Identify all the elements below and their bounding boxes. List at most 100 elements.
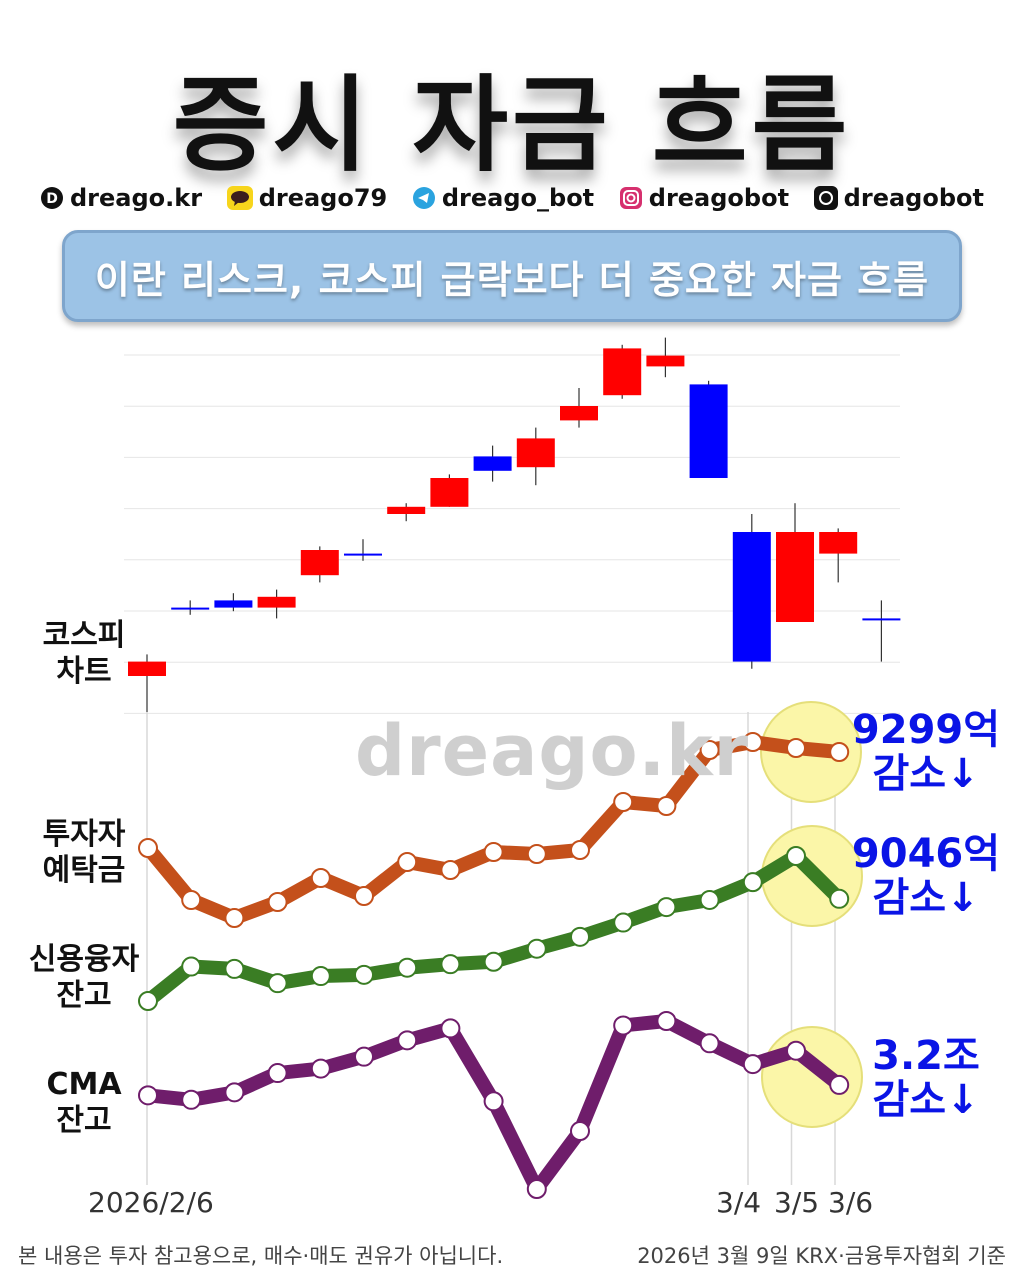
- cma-point: [656, 1011, 677, 1031]
- credit-point: [138, 991, 158, 1011]
- candle-body: [819, 532, 858, 554]
- candle-body: [689, 384, 728, 478]
- candle-body: [344, 553, 382, 556]
- candle-body: [603, 348, 642, 396]
- label-credit: 신용융자 잔고: [28, 942, 140, 1013]
- credit-point: [613, 912, 634, 933]
- candle-body: [214, 600, 253, 608]
- cma-point: [224, 1082, 245, 1103]
- deposit-point: [526, 844, 547, 864]
- social-item-threads[interactable]: dreagobot: [813, 184, 984, 212]
- annotation-deposit: 9299억 감소↓: [851, 707, 1001, 797]
- instagram-icon: [619, 187, 642, 209]
- candle-body: [387, 506, 426, 514]
- credit-point: [181, 956, 202, 977]
- label-kospi: 코스피 차트: [42, 618, 126, 689]
- credit-point: [742, 872, 763, 893]
- deposit-point: [224, 908, 245, 928]
- credit-point: [483, 951, 504, 972]
- disclaimer: 본 내용은 투자 참고용으로, 매수·매도 권유가 아닙니다.: [18, 1244, 504, 1268]
- deposit-point: [699, 740, 720, 760]
- cma-point: [829, 1074, 850, 1095]
- deposit-point: [656, 796, 677, 816]
- credit-point: [526, 938, 547, 959]
- deposit-point: [354, 886, 374, 906]
- page-title: 증시 자금 흐름: [172, 64, 852, 186]
- watermark: dreago.kr: [355, 710, 750, 792]
- candle-body: [430, 478, 469, 507]
- annotation-credit: 9046억 감소↓: [851, 831, 1001, 921]
- cma-point: [267, 1063, 288, 1084]
- date-3-5: 3/5: [774, 1186, 820, 1219]
- credit-point: [786, 846, 806, 866]
- social-item-kakaotalk[interactable]: dreago79: [226, 184, 388, 212]
- kakaotalk-icon: [226, 186, 253, 210]
- candle-body: [300, 550, 339, 576]
- cma-point: [613, 1015, 634, 1036]
- cma-point: [440, 1018, 461, 1039]
- deposit-point: [397, 852, 418, 872]
- candle-body: [560, 406, 598, 421]
- credit-point: [570, 926, 590, 947]
- deposit-point: [483, 842, 504, 862]
- cma-point: [483, 1091, 504, 1112]
- date-3-6: 3/6: [828, 1186, 874, 1219]
- cma-point: [699, 1033, 720, 1054]
- label-deposit: 투자자 예탁금: [42, 817, 126, 888]
- candle-body: [732, 532, 771, 662]
- credit-point: [354, 964, 374, 985]
- annotation-cma: 3.2조 감소↓: [872, 1033, 980, 1123]
- credit-line: [141, 849, 847, 1008]
- social-item-website[interactable]: D dreago.kr: [40, 184, 202, 212]
- label-cma: CMA 잔고: [46, 1067, 122, 1138]
- credit-point: [656, 897, 677, 918]
- cma-point: [181, 1089, 202, 1110]
- kospi-candles: [128, 337, 901, 712]
- source-note: 2026년 3월 9일 KRX·금융투자협회 기준: [637, 1244, 1006, 1268]
- deposit-point: [613, 792, 634, 812]
- deposit-point: [786, 738, 806, 758]
- candle-body: [171, 607, 210, 610]
- dreago-logo-icon: D: [41, 187, 63, 209]
- social-handle: dreago_bot: [441, 184, 595, 212]
- deposit-point: [267, 892, 288, 912]
- headline-banner: 이란 리스크, 코스피 급락보다 더 중요한 자금 흐름: [62, 230, 962, 322]
- credit-point: [310, 966, 331, 987]
- cma-point: [354, 1046, 374, 1067]
- candle-body: [473, 456, 512, 471]
- candle-body: [776, 532, 814, 622]
- threads-icon: [813, 186, 838, 210]
- credit-point: [267, 973, 288, 994]
- cma-point: [138, 1085, 158, 1106]
- cma-point: [570, 1121, 590, 1142]
- cma-point: [786, 1040, 806, 1061]
- deposit-point: [742, 732, 763, 752]
- social-item-telegram[interactable]: dreago_bot: [412, 184, 594, 212]
- cma-point: [742, 1054, 763, 1075]
- svg-text:D: D: [46, 191, 58, 207]
- social-handle: dreago.kr: [70, 184, 203, 212]
- social-links: D dreago.kr dreago79 dreago_bot dreagobo…: [40, 184, 984, 212]
- social-handle: dreago79: [258, 184, 388, 212]
- fund-lines: [138, 732, 850, 1199]
- candle-body: [516, 438, 555, 468]
- social-handle: dreagobot: [648, 184, 790, 212]
- deposit-point: [440, 860, 461, 880]
- deposit-point: [310, 868, 331, 888]
- credit-point: [397, 957, 418, 978]
- date-3-4: 3/4: [716, 1186, 762, 1219]
- social-item-instagram[interactable]: dreagobot: [619, 184, 789, 212]
- candle-body: [862, 618, 901, 621]
- deposit-point: [181, 890, 202, 910]
- candle-body: [128, 661, 166, 676]
- date-start: 2026/2/6: [88, 1186, 214, 1219]
- candle-body: [646, 355, 685, 367]
- cma-point: [310, 1058, 331, 1079]
- deposit-point: [138, 838, 158, 858]
- credit-point: [829, 888, 850, 909]
- cma-point: [526, 1179, 547, 1199]
- deposit-point: [570, 840, 590, 860]
- telegram-icon: [412, 187, 435, 209]
- deposit-point: [829, 742, 850, 762]
